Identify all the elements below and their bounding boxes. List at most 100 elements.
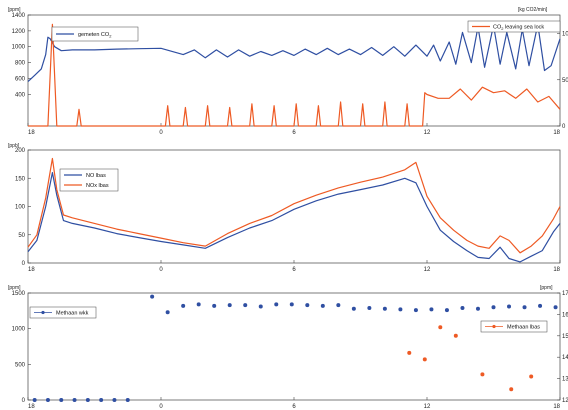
methaan-wkk-point <box>150 294 155 299</box>
methane-x-tick-label: 18 <box>28 404 35 410</box>
no-x-tick-label: 18 <box>553 267 560 273</box>
no-x-axis: 18 0 6 12 18 <box>27 260 561 273</box>
co2-x-tick-label: 12 <box>424 130 431 136</box>
co2-y2-tick-label: 50 <box>562 78 568 84</box>
no-y-tick-label: 50 <box>18 233 25 239</box>
methane-y-tick-label: 1500 <box>12 291 26 297</box>
co2-y-tick-label: 800 <box>15 61 26 67</box>
methane-series <box>32 294 558 402</box>
co2-y-tick-label: 1400 <box>12 13 26 19</box>
methane-legend-left-label: Methaan wkk <box>56 311 89 317</box>
co2-right-axis: 0 50 100 <box>557 32 568 130</box>
co2-legend-left-label: gemeten CO2 <box>78 32 112 39</box>
methaan-wkk-point <box>227 303 232 308</box>
methaan-wkk-point <box>382 306 387 311</box>
co2-legend-right-label-tail: leaving sea lock <box>503 25 544 31</box>
methane-right-axis: 12 13 14 15 16 17 <box>557 291 568 404</box>
co2-right-unit: [kg CO2/min] <box>518 7 548 13</box>
methaan-wkk-point <box>125 398 130 402</box>
methaan-lbas-point <box>422 357 427 362</box>
methane-legend-right-label: Methaan lbas <box>507 325 540 331</box>
methaan-wkk-point <box>460 305 465 310</box>
methaan-wkk-point <box>367 305 372 310</box>
co2-legend-right: CO2 leaving sea lock <box>467 20 561 33</box>
methaan-lbas-point <box>529 374 534 379</box>
no-left-unit: [ppb] <box>8 143 20 149</box>
methaan-wkk-point <box>320 303 325 308</box>
methaan-wkk-point <box>99 398 104 402</box>
methaan-wkk-point <box>289 302 294 307</box>
no-legend-label-nox: NOx lbas <box>86 183 109 189</box>
co2-y-tick-label: 600 <box>15 76 26 82</box>
methaan-wkk-point <box>491 305 496 310</box>
no-lbas-line <box>27 172 561 263</box>
co2-y2-tick-label: 100 <box>562 32 568 38</box>
methaan-wkk-point <box>538 303 543 308</box>
no-x-tick-label: 12 <box>424 267 431 273</box>
methaan-wkk-point <box>475 306 480 311</box>
methaan-wkk-point <box>45 398 50 402</box>
methane-y2-tick-label: 13 <box>562 377 568 383</box>
methaan-wkk-point <box>243 303 248 308</box>
no-x-tick-label: 18 <box>28 267 35 273</box>
methaan-wkk-point <box>429 307 434 312</box>
methane-y-tick-label: 500 <box>15 362 26 368</box>
methaan-lbas-point <box>509 387 514 392</box>
co2-x-tick-label: 6 <box>292 130 296 136</box>
methaan-lbas-point <box>438 325 443 330</box>
co2-legend-left: gemeten CO2 <box>51 26 139 42</box>
co2-x-tick-label: 0 <box>159 130 163 136</box>
methane-y-tick-label: 0 <box>22 398 26 404</box>
methaan-wkk-point <box>398 307 403 312</box>
methaan-wkk-point <box>72 398 77 402</box>
methane-x-tick-label: 6 <box>292 404 296 410</box>
methane-y2-tick-label: 16 <box>562 312 568 318</box>
no-y-tick-label: 150 <box>15 176 26 182</box>
no-x-tick-label: 0 <box>159 267 163 273</box>
methaan-wkk-point <box>522 305 527 310</box>
methaan-wkk-point <box>258 304 263 309</box>
methaan-lbas-point <box>407 350 412 355</box>
methaan-lbas-point <box>480 372 485 377</box>
methaan-wkk-point <box>165 310 170 315</box>
methaan-lbas-point <box>453 333 458 338</box>
methaan-wkk-point <box>553 305 558 310</box>
methaan-wkk-point <box>351 306 356 311</box>
methaan-wkk-point <box>196 302 201 307</box>
no-y-tick-label: 200 <box>15 148 26 154</box>
methaan-wkk-point <box>413 308 418 313</box>
co2-leaving-sea-lock-line <box>28 23 561 127</box>
methane-left-unit: [ppm] <box>8 285 21 291</box>
methane-legend-left-marker <box>41 310 45 315</box>
methaan-wkk-point <box>32 398 37 402</box>
methaan-wkk-point <box>507 304 512 309</box>
methane-legend-left: Methaan wkk <box>29 306 97 319</box>
methane-y-tick-label: 1000 <box>12 327 26 333</box>
co2-y-tick-label: 1000 <box>12 45 26 51</box>
methane-panel: [ppm] [ppm] 0 500 1000 1500 12 13 14 15 16 17 18… <box>8 285 568 410</box>
methane-y2-tick-label: 12 <box>562 398 568 404</box>
methane-y2-tick-label: 15 <box>562 334 568 340</box>
co2-legend-right-box <box>467 20 561 33</box>
co2-legend-left-label-base: gemeten CO <box>78 32 110 38</box>
co2-left-axis: 400 600 800 1000 1200 1400 <box>12 13 31 98</box>
co2-legend-right-label: CO2 leaving sea lock <box>493 25 544 32</box>
nox-lbas-line <box>27 157 561 254</box>
co2-y-tick-label: 400 <box>15 92 26 98</box>
methaan-wkk-point <box>444 308 449 313</box>
methane-right-unit: [ppm] <box>540 285 553 291</box>
methane-legend-left-box <box>29 306 97 319</box>
methaan-wkk-point <box>336 303 341 308</box>
methaan-wkk-point <box>274 302 279 307</box>
co2-y2-tick-label: 0 <box>562 124 566 130</box>
co2-legend-right-label-base: CO <box>493 25 502 31</box>
methane-x-tick-label: 18 <box>553 404 560 410</box>
co2-legend-right-label-sub: 2 <box>501 26 504 31</box>
no-left-axis: 0 50 100 150 200 <box>15 148 31 267</box>
co2-legend-left-label-sub: 2 <box>109 34 112 39</box>
methane-legend-right-box <box>480 320 548 333</box>
methane-y2-tick-label: 14 <box>562 355 568 361</box>
co2-left-unit: [ppm] <box>8 7 21 13</box>
